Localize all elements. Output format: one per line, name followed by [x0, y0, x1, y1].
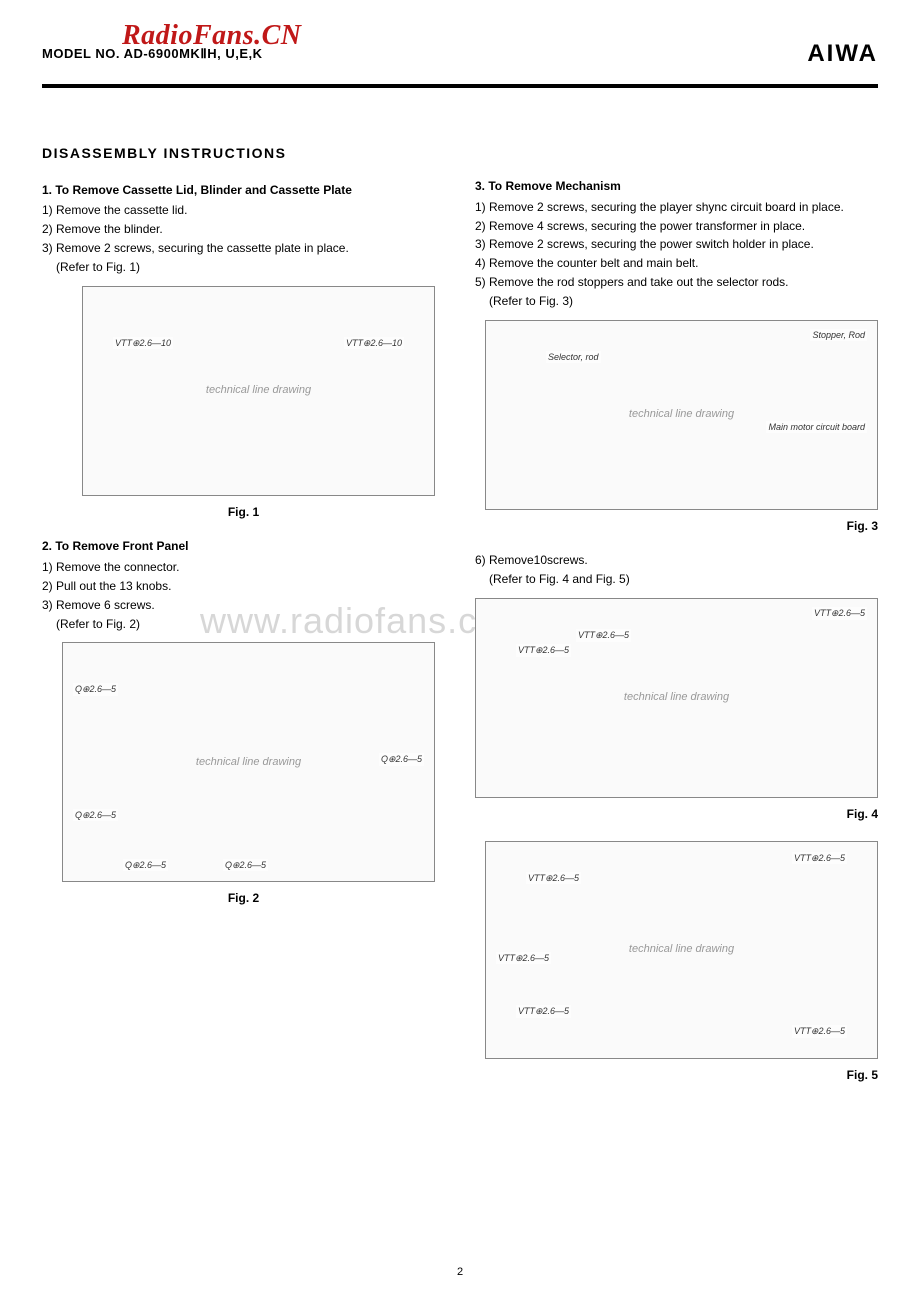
- page-header: RadioFans.CN MODEL NO. AD-6900MKⅡH, U,E,…: [42, 30, 878, 88]
- callout: Stopper, Rod: [810, 329, 867, 342]
- callout: VTT⊕2.6—5: [496, 952, 551, 965]
- callout: VTT⊕2.6—5: [812, 607, 867, 620]
- callout: VTT⊕2.6—5: [792, 852, 847, 865]
- figure-1: technical line drawing VTT⊕2.6—10 VTT⊕2.…: [82, 286, 435, 496]
- figure-3-label: Fig. 3: [475, 518, 878, 535]
- figure-placeholder: technical line drawing: [629, 942, 734, 957]
- list-item: 2)Remove the blinder.: [56, 221, 445, 238]
- model-number: MODEL NO. AD-6900MKⅡH, U,E,K: [42, 46, 263, 62]
- refer-text: (Refer to Fig. 2): [42, 616, 445, 633]
- callout: Q⊕2.6—5: [73, 683, 118, 696]
- main-heading: DISASSEMBLY INSTRUCTIONS: [42, 144, 445, 164]
- callout: Main motor circuit board: [766, 421, 867, 434]
- figure-placeholder: technical line drawing: [196, 755, 301, 770]
- section-2-title: 2. To Remove Front Panel: [42, 538, 445, 555]
- section-3-steps: 1)Remove 2 screws, securing the player s…: [475, 199, 878, 291]
- callout: VTT⊕2.6—10: [344, 337, 404, 350]
- section-1-steps: 1)Remove the cassette lid. 2)Remove the …: [42, 202, 445, 256]
- section-3-title: 3. To Remove Mechanism: [475, 178, 878, 195]
- list-item: 6)Remove10screws.: [489, 552, 878, 569]
- list-item: 3)Remove 2 screws, securing the power sw…: [489, 236, 878, 253]
- model-prefix: MODEL NO.: [42, 46, 120, 61]
- right-column: 3. To Remove Mechanism 1)Remove 2 screws…: [475, 144, 878, 1084]
- section-1-title: 1. To Remove Cassette Lid, Blinder and C…: [42, 182, 445, 199]
- callout: Q⊕2.6—5: [73, 809, 118, 822]
- callout: Selector, rod: [546, 351, 601, 364]
- left-column: DISASSEMBLY INSTRUCTIONS 1. To Remove Ca…: [42, 144, 445, 1084]
- figure-placeholder: technical line drawing: [206, 383, 311, 398]
- list-item: 1)Remove 2 screws, securing the player s…: [489, 199, 878, 216]
- figure-2-label: Fig. 2: [42, 890, 445, 907]
- figure-3: technical line drawing Stopper, Rod Sele…: [485, 320, 878, 510]
- figure-4: technical line drawing VTT⊕2.6—5 VTT⊕2.6…: [475, 598, 878, 798]
- callout: VTT⊕2.6—10: [113, 337, 173, 350]
- list-item: 5)Remove the rod stoppers and take out t…: [489, 274, 878, 291]
- page-number: 2: [457, 1266, 463, 1278]
- callout: VTT⊕2.6—5: [516, 1005, 571, 1018]
- figure-5: technical line drawing VTT⊕2.6—5 VTT⊕2.6…: [485, 841, 878, 1059]
- callout: VTT⊕2.6—5: [792, 1025, 847, 1038]
- model-value: AD-6900MKⅡH, U,E,K: [124, 46, 263, 61]
- figure-placeholder: technical line drawing: [629, 407, 734, 422]
- refer-text: (Refer to Fig. 4 and Fig. 5): [475, 571, 878, 588]
- callout: VTT⊕2.6—5: [516, 644, 571, 657]
- refer-text: (Refer to Fig. 1): [42, 259, 445, 276]
- list-item: 3)Remove 6 screws.: [56, 597, 445, 614]
- section-2-steps: 1)Remove the connector. 2)Pull out the 1…: [42, 559, 445, 613]
- list-item: 3)Remove 2 screws, securing the cassette…: [56, 240, 445, 257]
- callout: Q⊕2.6—5: [123, 859, 168, 872]
- callout: Q⊕2.6—5: [379, 753, 424, 766]
- callout: Q⊕2.6—5: [223, 859, 268, 872]
- refer-text: (Refer to Fig. 3): [475, 293, 878, 310]
- callout: VTT⊕2.6—5: [576, 629, 631, 642]
- list-item: 2)Pull out the 13 knobs.: [56, 578, 445, 595]
- list-item: 1)Remove the connector.: [56, 559, 445, 576]
- figure-5-label: Fig. 5: [475, 1067, 878, 1084]
- callout: VTT⊕2.6—5: [526, 872, 581, 885]
- section-3-cont: 6)Remove10screws.: [475, 552, 878, 569]
- list-item: 4)Remove the counter belt and main belt.: [489, 255, 878, 272]
- figure-1-label: Fig. 1: [42, 504, 445, 521]
- figure-placeholder: technical line drawing: [624, 690, 729, 705]
- list-item: 1)Remove the cassette lid.: [56, 202, 445, 219]
- brand-logo: AIWA: [807, 40, 878, 68]
- figure-4-label: Fig. 4: [475, 806, 878, 823]
- content-area: DISASSEMBLY INSTRUCTIONS 1. To Remove Ca…: [42, 88, 878, 1084]
- figure-2: technical line drawing Q⊕2.6—5 Q⊕2.6—5 Q…: [62, 642, 435, 882]
- list-item: 2)Remove 4 screws, securing the power tr…: [489, 218, 878, 235]
